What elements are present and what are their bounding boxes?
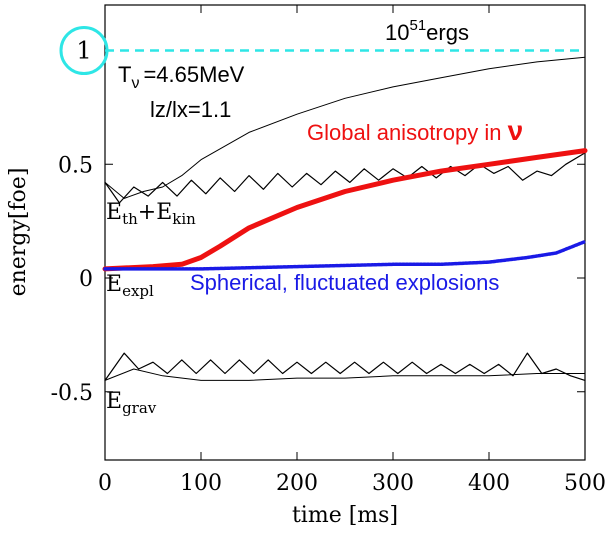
egrav-label: Egrav — [106, 389, 157, 417]
reference-label: 1051ergs — [385, 17, 469, 45]
y-tick-label-1: 0 — [79, 267, 93, 292]
series-line-4 — [104, 352, 586, 381]
axis-ticks: 0 100 200 300 400 500 0.5 0 -0.5 — [51, 5, 606, 496]
global-anisotropy-nu: ν — [508, 115, 524, 146]
tnu-value: =4.65MeV — [143, 62, 244, 87]
plot-frame — [104, 4, 586, 461]
tnu-annotation: Tν =4.65MeV — [118, 62, 245, 92]
x-tick-label-400: 400 — [468, 471, 510, 496]
global-anisotropy-label: Global anisotropy in ν — [307, 115, 523, 146]
spherical-explosions-label: Spherical, fluctuated explosions — [190, 270, 499, 295]
y-axis-title: energy[foe] — [6, 168, 31, 297]
eth-label-sub: th — [122, 210, 138, 228]
series-line-5 — [104, 368, 586, 381]
tnu-sub: ν — [131, 75, 139, 92]
tnu-prefix: T — [118, 62, 131, 87]
reference-marker-label: 1 — [76, 37, 91, 65]
series-line-3 — [103, 239, 587, 271]
series-line-1 — [104, 152, 586, 204]
x-tick-label-200: 200 — [276, 471, 318, 496]
y-tick-label-0: 0.5 — [58, 153, 93, 178]
reference-label-unit: ergs — [426, 20, 469, 45]
eth-label-plus: + — [138, 200, 156, 225]
ekin-label-sub: kin — [172, 210, 196, 228]
global-anisotropy-text: Global anisotropy in — [307, 120, 508, 145]
egrav-label-sub: grav — [122, 399, 157, 417]
x-tick-label-100: 100 — [180, 471, 222, 496]
reference-label-exp: 51 — [409, 17, 426, 34]
x-tick-label-300: 300 — [372, 471, 414, 496]
x-axis-title: time [ms] — [292, 503, 398, 528]
eexpl-label: Eexpl — [106, 272, 154, 300]
x-tick-label-0: 0 — [98, 471, 112, 496]
reference-marker-circle — [59, 26, 109, 75]
reference-label-base: 10 — [385, 20, 409, 45]
eexpl-label-e: E — [106, 272, 122, 297]
eth-label-e: E — [106, 200, 122, 225]
series-group — [102, 56, 588, 381]
ekin-label-e: E — [156, 200, 172, 225]
series-line-0 — [104, 56, 586, 199]
aspect-annotation: lz/lx=1.1 — [150, 97, 231, 122]
eexpl-label-sub: expl — [122, 282, 154, 300]
x-tick-label-500: 500 — [564, 471, 606, 496]
y-tick-label-2: -0.5 — [51, 381, 93, 406]
egrav-label-e: E — [106, 389, 122, 414]
series-line-2 — [102, 148, 588, 272]
eth-ekin-label: Eth+Ekin — [106, 200, 196, 228]
